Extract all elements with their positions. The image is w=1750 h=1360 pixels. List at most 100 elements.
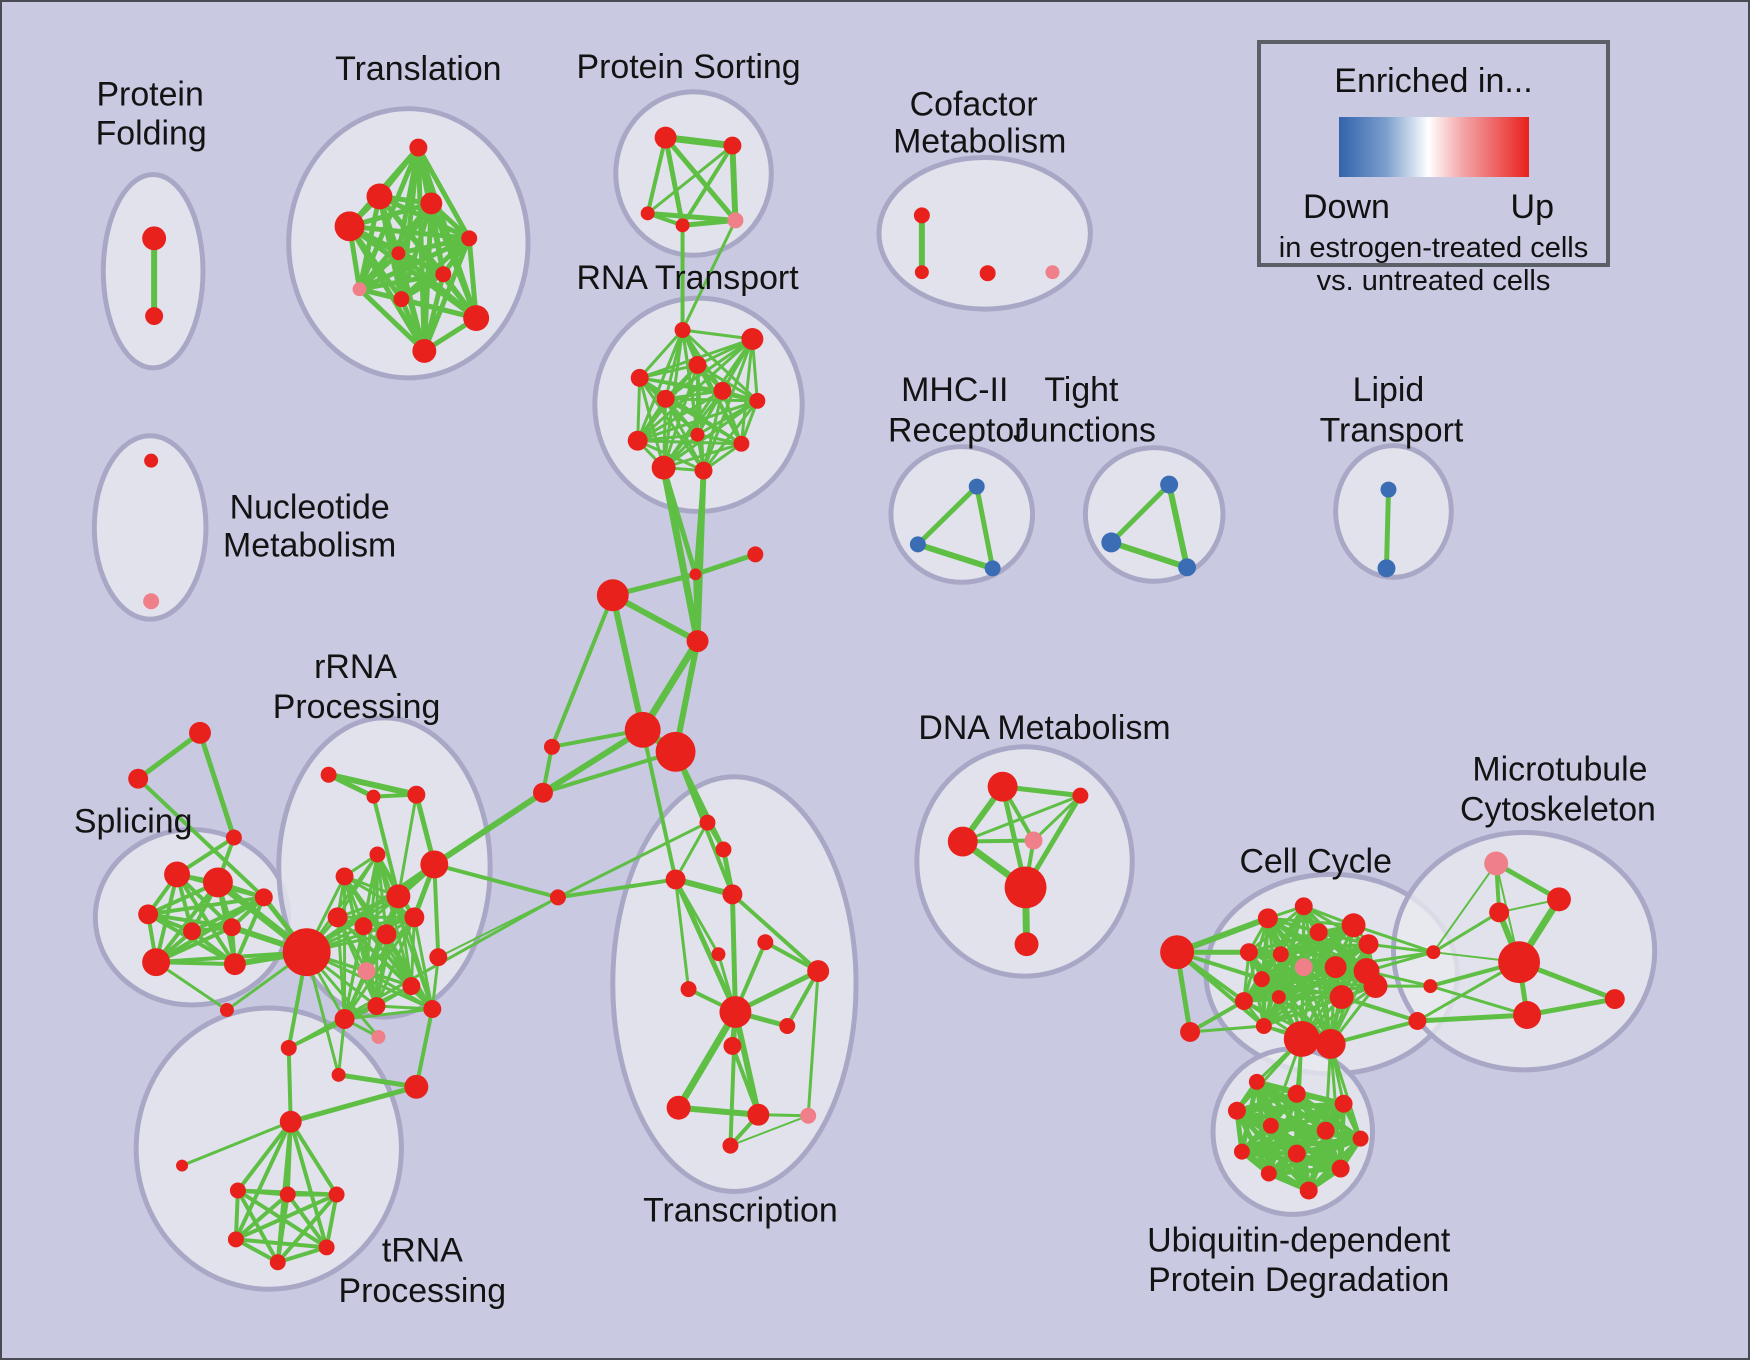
network-node[interactable] [282, 928, 331, 977]
network-node[interactable] [680, 981, 697, 998]
network-node[interactable] [627, 430, 648, 451]
network-node[interactable] [352, 282, 367, 297]
network-node[interactable] [402, 977, 421, 996]
network-node[interactable] [1331, 1159, 1350, 1178]
network-node[interactable] [279, 1110, 302, 1133]
network-node[interactable] [699, 814, 716, 831]
network-node[interactable] [1352, 1130, 1369, 1147]
network-node[interactable] [719, 996, 752, 1028]
network-node[interactable] [968, 478, 985, 495]
network-node[interactable] [543, 738, 560, 755]
network-node[interactable] [913, 207, 930, 224]
network-node[interactable] [723, 136, 742, 155]
network-node[interactable] [189, 721, 211, 744]
network-node[interactable] [227, 1231, 244, 1248]
network-node[interactable] [142, 948, 171, 977]
network-node[interactable] [164, 861, 191, 888]
network-node[interactable] [722, 884, 743, 905]
network-node[interactable] [461, 230, 478, 247]
network-node[interactable] [1309, 923, 1328, 942]
network-node[interactable] [1363, 974, 1388, 999]
network-node[interactable] [1233, 1143, 1250, 1160]
network-node[interactable] [1160, 935, 1195, 970]
network-node[interactable] [1014, 932, 1039, 957]
network-node[interactable] [1101, 532, 1122, 553]
network-node[interactable] [749, 392, 766, 409]
network-node[interactable] [1239, 943, 1258, 962]
network-node[interactable] [1253, 971, 1270, 988]
network-node[interactable] [404, 907, 425, 928]
network-node[interactable] [665, 869, 686, 890]
network-node[interactable] [1180, 1021, 1201, 1042]
network-node[interactable] [1498, 941, 1541, 984]
network-node[interactable] [723, 1036, 742, 1055]
network-node[interactable] [914, 265, 929, 280]
network-node[interactable] [142, 226, 167, 251]
network-node[interactable] [409, 138, 428, 157]
network-node[interactable] [1271, 990, 1286, 1005]
network-node[interactable] [371, 1029, 386, 1044]
network-node[interactable] [1358, 934, 1379, 955]
network-node[interactable] [1283, 1020, 1320, 1057]
network-node[interactable] [318, 1239, 335, 1256]
network-node[interactable] [1234, 992, 1253, 1011]
network-node[interactable] [686, 630, 709, 653]
network-node[interactable] [596, 579, 629, 612]
network-node[interactable] [376, 924, 397, 945]
network-node[interactable] [1178, 558, 1197, 577]
network-node[interactable] [640, 206, 655, 221]
network-node[interactable] [369, 846, 386, 863]
network-node[interactable] [1294, 958, 1313, 977]
network-node[interactable] [366, 789, 381, 804]
network-node[interactable] [549, 889, 566, 906]
network-node[interactable] [909, 536, 926, 553]
network-node[interactable] [354, 917, 373, 936]
network-node[interactable] [327, 907, 348, 928]
network-node[interactable] [694, 461, 713, 480]
network-node[interactable] [779, 1018, 796, 1034]
network-node[interactable] [722, 1137, 739, 1154]
network-node[interactable] [1324, 956, 1347, 979]
network-node[interactable] [145, 307, 164, 326]
network-node[interactable] [1257, 908, 1278, 929]
network-node[interactable] [412, 339, 437, 363]
network-node[interactable] [202, 867, 233, 898]
network-node[interactable] [176, 1159, 189, 1172]
network-node[interactable] [1045, 265, 1060, 280]
network-node[interactable] [1024, 831, 1043, 850]
network-node[interactable] [733, 435, 750, 452]
network-node[interactable] [800, 1107, 817, 1124]
network-node[interactable] [138, 904, 159, 925]
network-node[interactable] [624, 711, 661, 748]
network-node[interactable] [320, 766, 337, 783]
network-node[interactable] [269, 1254, 286, 1271]
network-node[interactable] [715, 841, 732, 858]
network-node[interactable] [689, 568, 702, 581]
network-node[interactable] [674, 322, 691, 339]
network-node[interactable] [1248, 1073, 1265, 1090]
network-node[interactable] [1294, 897, 1313, 916]
network-node[interactable] [1316, 1121, 1335, 1140]
network-node[interactable] [404, 1074, 429, 1099]
network-node[interactable] [1072, 787, 1089, 804]
network-node[interactable] [1287, 1084, 1306, 1103]
network-node[interactable] [334, 1009, 355, 1029]
network-node[interactable] [334, 211, 365, 242]
network-node[interactable] [1227, 1101, 1246, 1120]
network-node[interactable] [128, 768, 149, 789]
network-node[interactable] [435, 266, 452, 283]
network-node[interactable] [183, 922, 201, 941]
network-node[interactable] [1547, 887, 1571, 912]
network-node[interactable] [331, 1067, 346, 1082]
network-node[interactable] [463, 305, 490, 332]
network-node[interactable] [219, 1003, 234, 1018]
network-node[interactable] [386, 884, 411, 909]
network-node[interactable] [357, 962, 376, 981]
network-node[interactable] [1329, 985, 1354, 1010]
network-node[interactable] [979, 265, 996, 282]
network-node[interactable] [254, 888, 273, 907]
network-node[interactable] [328, 1186, 345, 1203]
network-node[interactable] [727, 212, 744, 229]
network-node[interactable] [987, 771, 1018, 802]
network-node[interactable] [393, 291, 410, 308]
